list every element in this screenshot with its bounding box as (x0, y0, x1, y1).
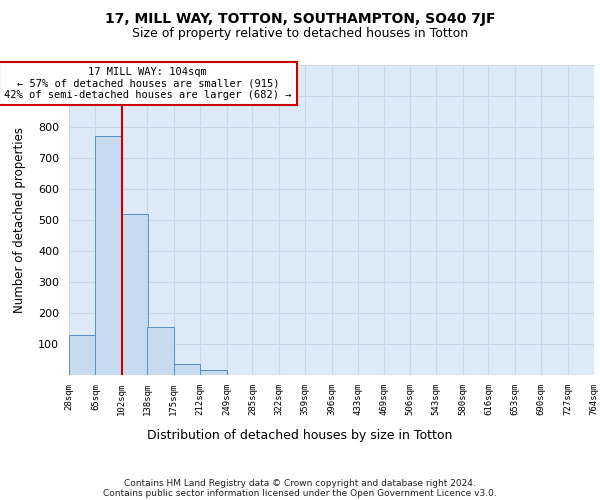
Bar (200, 370, 227, 375)
Bar (122, 214, 148, 375)
Text: 17 MILL WAY: 104sqm
← 57% of detached houses are smaller (915)
42% of semi-detac: 17 MILL WAY: 104sqm ← 57% of detached ho… (4, 67, 292, 100)
Text: 17, MILL WAY, TOTTON, SOUTHAMPTON, SO40 7JF: 17, MILL WAY, TOTTON, SOUTHAMPTON, SO40 … (105, 12, 495, 26)
Bar (69, 334, 95, 375)
Bar (148, 327, 174, 375)
Text: Size of property relative to detached houses in Totton: Size of property relative to detached ho… (132, 28, 468, 40)
Text: Distribution of detached houses by size in Totton: Distribution of detached houses by size … (148, 428, 452, 442)
Bar (174, 364, 200, 375)
Text: Contains public sector information licensed under the Open Government Licence v3: Contains public sector information licen… (103, 488, 497, 498)
Bar (95, 136, 122, 375)
Y-axis label: Number of detached properties: Number of detached properties (13, 127, 26, 313)
Text: Contains HM Land Registry data © Crown copyright and database right 2024.: Contains HM Land Registry data © Crown c… (124, 478, 476, 488)
